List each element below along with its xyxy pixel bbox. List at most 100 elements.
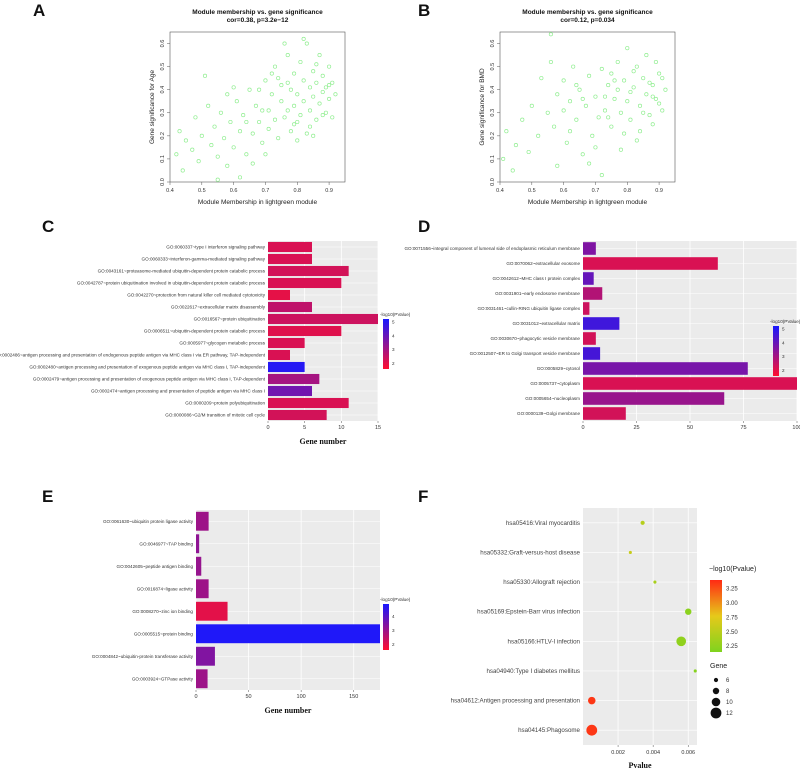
data-point — [215, 177, 220, 182]
legend-tick: 5 — [392, 319, 395, 324]
data-point — [177, 129, 182, 134]
data-point — [307, 85, 313, 90]
data-point — [637, 103, 643, 108]
data-point — [282, 115, 287, 120]
category-label: GO:0042612~MHC class I protein complex — [493, 276, 581, 281]
bar — [268, 349, 290, 361]
y-tick-label: 0.6 — [490, 40, 496, 48]
bar — [196, 601, 228, 621]
bar — [583, 362, 748, 375]
x-tick-label: 50 — [246, 694, 252, 700]
panel-label-B: B — [418, 1, 430, 20]
data-point — [586, 724, 598, 736]
category-label: GO:0070062~extracellular exosome — [506, 261, 580, 266]
data-point — [536, 133, 541, 138]
data-point — [266, 108, 271, 113]
panel-d-chart: GO:0071556~integral component of lumenal… — [404, 241, 800, 431]
data-point — [298, 113, 303, 118]
data-point — [571, 64, 576, 69]
x-tick-label: 10 — [338, 425, 344, 431]
y-tick-label: 0.3 — [160, 109, 166, 117]
data-point — [520, 117, 525, 122]
category-label: GO:0002479~antigen processing and presen… — [33, 377, 266, 382]
bar — [583, 302, 590, 315]
data-point — [307, 108, 313, 113]
x-tick-label: 0.7 — [592, 188, 600, 194]
data-point — [634, 64, 639, 69]
data-point — [301, 36, 306, 41]
data-point — [644, 92, 649, 97]
x-axis-label: Gene number — [300, 437, 347, 446]
data-point — [631, 69, 636, 74]
data-point — [580, 152, 585, 157]
data-point — [323, 110, 328, 115]
y-tick-label: 0.4 — [160, 86, 166, 94]
data-point — [193, 115, 198, 120]
bar — [583, 377, 797, 390]
data-point — [574, 83, 579, 88]
data-point — [660, 108, 665, 113]
legend-colorbar — [710, 580, 722, 652]
y-tick-label: 0.5 — [160, 63, 166, 71]
category-label: GO:0071556~integral component of lumenal… — [404, 246, 580, 251]
chart-subtitle: cor=0.12, p=0.034 — [560, 17, 615, 24]
data-point — [548, 32, 553, 37]
category-label: GO:0008270~zinc ion binding — [132, 609, 193, 614]
category-label: GO:0005737~cytoplasm — [530, 381, 580, 386]
x-tick-label: 0.4 — [166, 188, 174, 194]
data-point — [625, 46, 630, 51]
data-point — [618, 147, 623, 152]
legend-size-dot — [711, 697, 721, 707]
legend-size-dot — [713, 677, 719, 683]
bar — [268, 397, 349, 409]
data-point — [577, 87, 582, 92]
data-point — [653, 580, 657, 584]
data-point — [612, 96, 617, 101]
data-point — [285, 53, 290, 58]
data-point — [231, 85, 236, 90]
y-tick-label: 0.0 — [160, 178, 166, 186]
data-point — [234, 99, 239, 104]
data-point — [218, 110, 223, 115]
bar — [268, 313, 378, 325]
data-point — [304, 41, 309, 46]
data-point — [190, 147, 195, 152]
data-point — [241, 113, 246, 118]
data-point — [244, 152, 249, 157]
legend-tick: 3.25 — [726, 587, 738, 593]
data-point — [247, 87, 252, 92]
category-label: GO:0060337~type I interferon signaling p… — [166, 245, 265, 250]
x-tick-label: 0 — [266, 425, 269, 431]
data-point — [231, 145, 236, 150]
category-label: GO:0031461~cullin-RING ubiquitin ligase … — [477, 306, 580, 311]
data-point — [330, 115, 335, 120]
data-point — [269, 71, 274, 76]
data-point — [244, 119, 249, 125]
data-point — [314, 117, 319, 122]
category-label: GO:0002486~antigen processing and presen… — [0, 353, 266, 358]
data-point — [276, 76, 281, 81]
data-point — [257, 119, 262, 125]
data-point — [301, 78, 306, 83]
y-axis-label: Gene significance for Age — [149, 70, 156, 144]
data-point — [606, 115, 611, 120]
legend-tick: 4 — [392, 333, 395, 338]
data-point — [206, 103, 211, 108]
data-point — [622, 131, 627, 136]
x-tick-label: 0.8 — [293, 188, 301, 194]
bar — [268, 373, 320, 385]
bar — [268, 253, 312, 265]
data-point — [174, 152, 179, 157]
data-point — [625, 99, 630, 104]
bar — [268, 241, 312, 253]
bar — [583, 317, 620, 330]
legend-size-label: 8 — [726, 689, 730, 695]
data-point — [622, 78, 627, 83]
category-label: GO:0005829~cytosol — [537, 366, 580, 371]
data-point — [590, 133, 595, 138]
data-point — [529, 103, 534, 108]
category-label: GO:0031012~extracellular matrix — [512, 321, 580, 326]
category-label: GO:0061630~ubiquitin protein ligase acti… — [103, 519, 194, 524]
data-point — [323, 85, 328, 90]
data-point — [199, 133, 204, 138]
